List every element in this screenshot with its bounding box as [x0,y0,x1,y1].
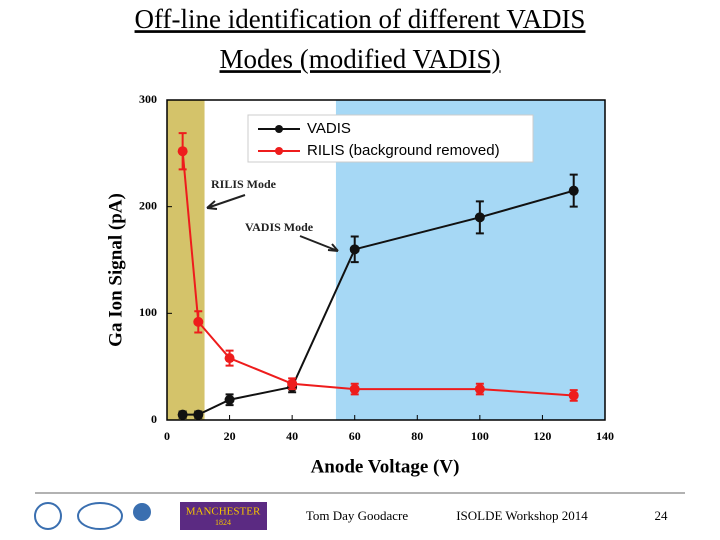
point [568,185,579,196]
plot: 0 20 40 60 80 100 120 140 0 100 200 300 VADIS RILIS (… [139,92,614,443]
legend-marker [275,125,283,133]
point [349,244,360,255]
point [474,384,485,395]
x-tick-label: 120 [533,429,551,443]
x-tick-label: 20 [224,429,236,443]
point [568,390,579,401]
x-tick-label: 40 [286,429,298,443]
annotation-arrow [206,194,246,210]
y-tick-label: 100 [139,305,157,319]
footer-event: ISOLDE Workshop 2014 [456,508,588,523]
y-axis-label: Ga Ion Signal (pA) [105,193,126,347]
point [193,316,204,327]
annotation: VADIS Mode [245,220,314,234]
y-tick-label: 0 [151,412,157,426]
page-number: 24 [655,508,669,523]
y-tick-label: 200 [139,198,157,212]
x-tick-label: 60 [349,429,361,443]
x-tick-label: 0 [164,429,170,443]
legend-marker [275,147,283,155]
legend-box [247,114,534,163]
logo-text: MANCHESTER [186,506,261,518]
point [224,353,235,364]
x-tick-label: 100 [471,429,489,443]
anniversary-logo [77,502,123,530]
point [287,378,298,389]
point [193,409,204,420]
plot-frame [166,99,606,421]
point [224,394,235,405]
manchester-logo [180,502,267,530]
x-tick-label: 140 [596,429,614,443]
legend-label: VADIS [307,120,351,137]
en-logo [133,503,151,521]
point [177,409,188,420]
logo-year: 1824 [215,518,231,527]
point [349,384,360,395]
x-axis-label: Anode Voltage (V) [311,456,460,477]
footer-author: Tom Day Goodacre [306,508,409,523]
title: Off-line identification of different VAD… [135,4,586,34]
point [474,212,485,223]
annotation-arrow [299,235,339,252]
title: Modes (modified VADIS) [220,44,501,74]
y-tick-label: 300 [139,92,157,106]
cern-logo [34,502,62,530]
legend-label: RILIS (background removed) [307,142,500,159]
annotation: RILIS Mode [211,177,277,191]
point [177,146,188,157]
x-tick-label: 80 [411,429,423,443]
